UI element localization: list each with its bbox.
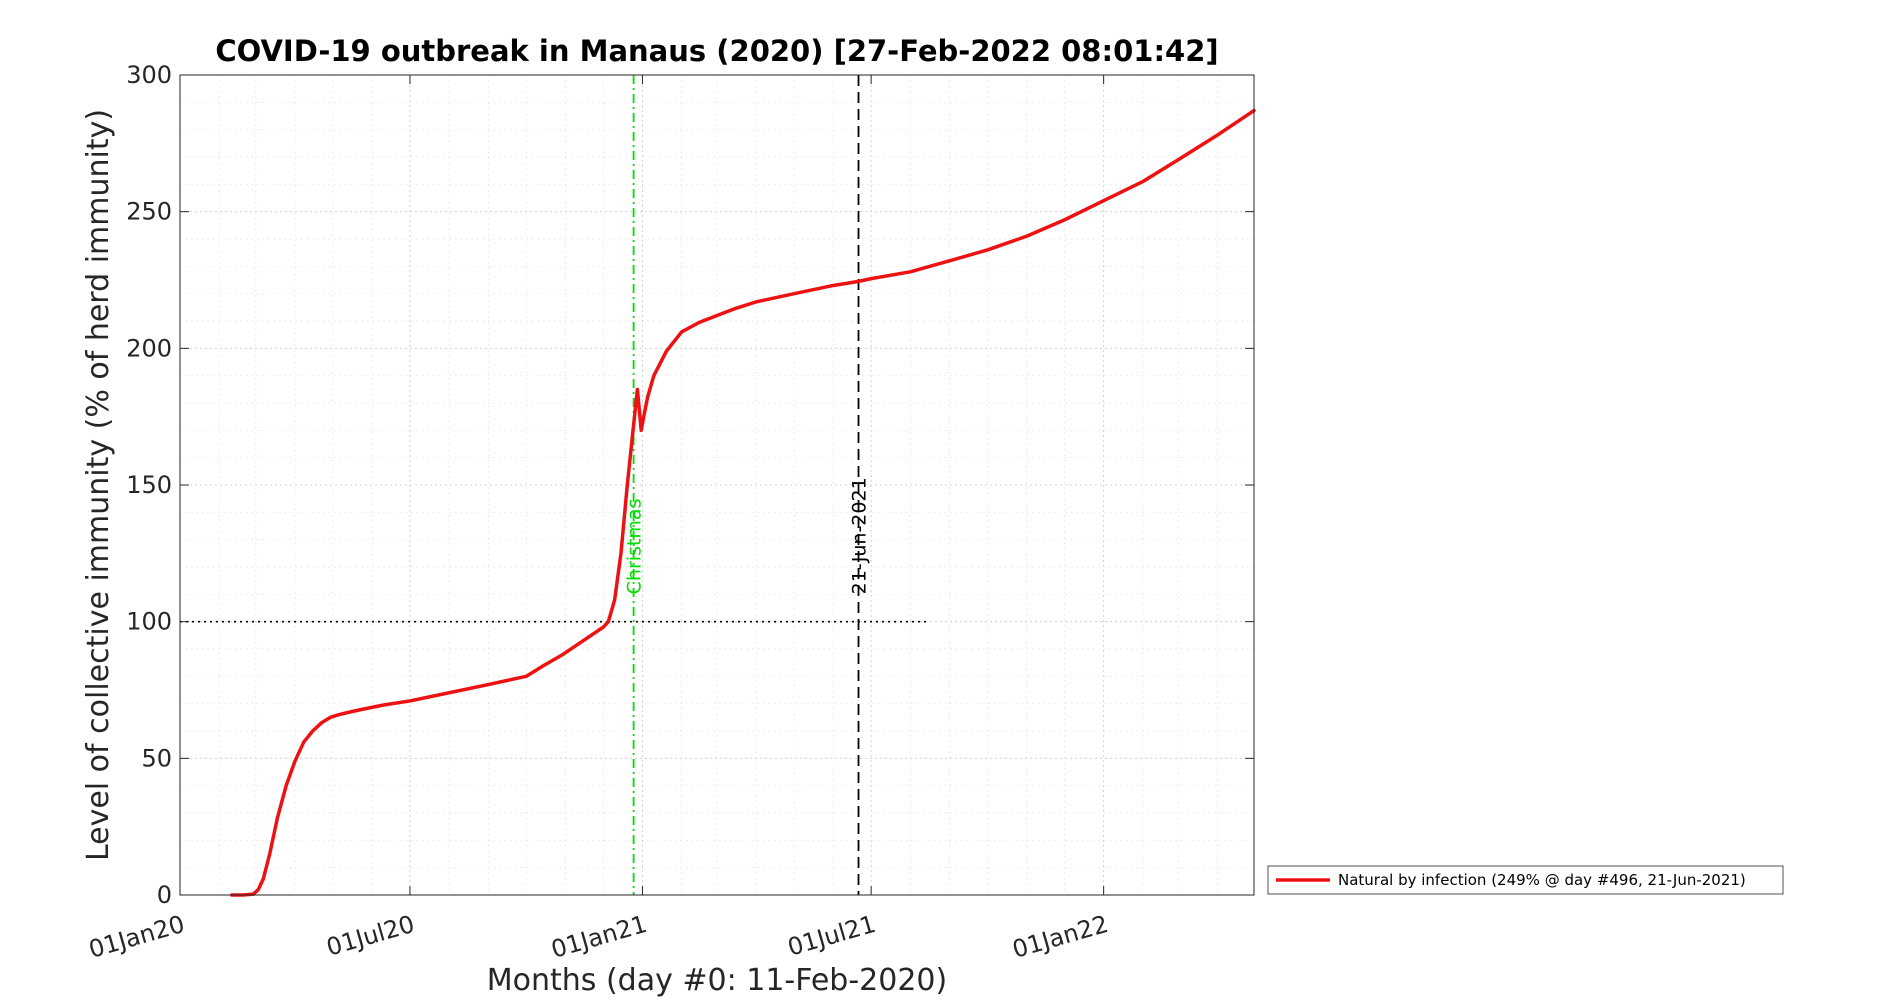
ticks [179, 74, 1254, 896]
x-tick-label: 01Jul20 [323, 910, 417, 962]
y-tick-labels: 0 50 100 150 200 250 300 [126, 61, 172, 909]
y-tick-label: 0 [157, 881, 172, 909]
y-axis-title: Level of collective immunity (% of herd … [81, 109, 116, 861]
y-tick-label: 200 [126, 334, 172, 362]
legend-entry-label: Natural by infection (249% @ day #496, 2… [1338, 871, 1746, 889]
y-tick-label: 100 [126, 608, 172, 636]
series-line-0 [230, 108, 1256, 897]
x-tick-label: 01Jan21 [548, 910, 650, 964]
major-grid [180, 75, 1254, 895]
christmas-label: Christmas [624, 499, 646, 595]
y-tick-label: 300 [126, 61, 172, 89]
y-tick-label: 50 [141, 744, 172, 772]
y-tick-label: 150 [126, 471, 172, 499]
legend: Natural by infection (249% @ day #496, 2… [1267, 865, 1784, 895]
chart-title: COVID-19 outbreak in Manaus (2020) [27-F… [215, 34, 1218, 68]
x-axis-title: Months (day #0: 11-Feb-2020) [487, 963, 947, 998]
x-tick-label: 01Jan22 [1009, 910, 1111, 964]
reference-lines: Christmas 21-Jun-2021 [180, 75, 929, 895]
current-date-label: 21-Jun-2021 [849, 477, 871, 594]
x-tick-label: 01Jan20 [86, 910, 188, 964]
legend-box [1267, 865, 1784, 895]
x-tick-labels: 01Jan20 01Jul20 01Jan21 01Jul21 01Jan22 [86, 910, 1112, 964]
x-tick-label: 01Jul21 [785, 910, 879, 962]
series-layer [230, 108, 1256, 897]
y-tick-label: 250 [126, 198, 172, 226]
